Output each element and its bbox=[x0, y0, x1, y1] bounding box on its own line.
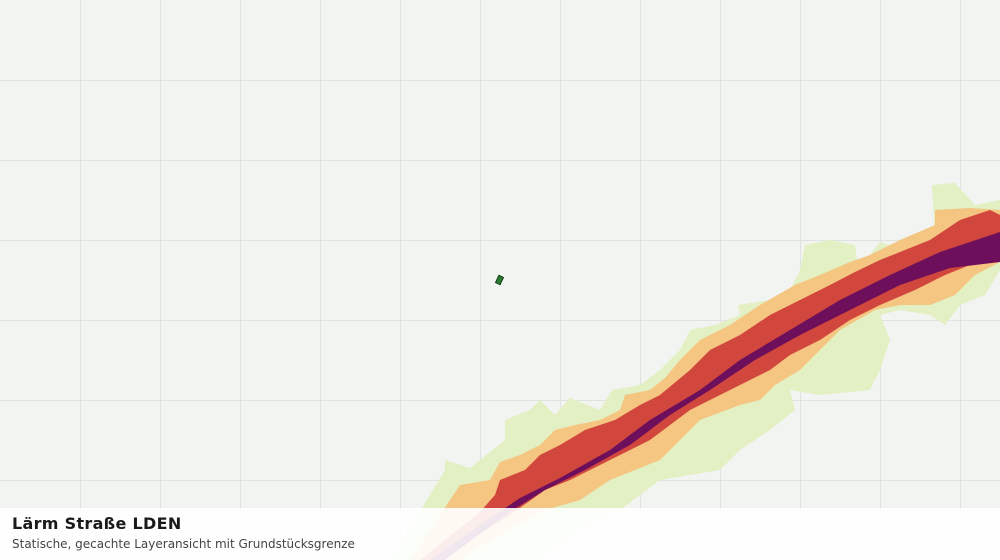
parcel-marker bbox=[494, 274, 505, 286]
info-panel: Lärm Straße LDEN Statische, gecachte Lay… bbox=[0, 508, 1000, 560]
layer-subtitle: Statische, gecachte Layeransicht mit Gru… bbox=[12, 537, 355, 551]
layer-title: Lärm Straße LDEN bbox=[12, 514, 182, 533]
